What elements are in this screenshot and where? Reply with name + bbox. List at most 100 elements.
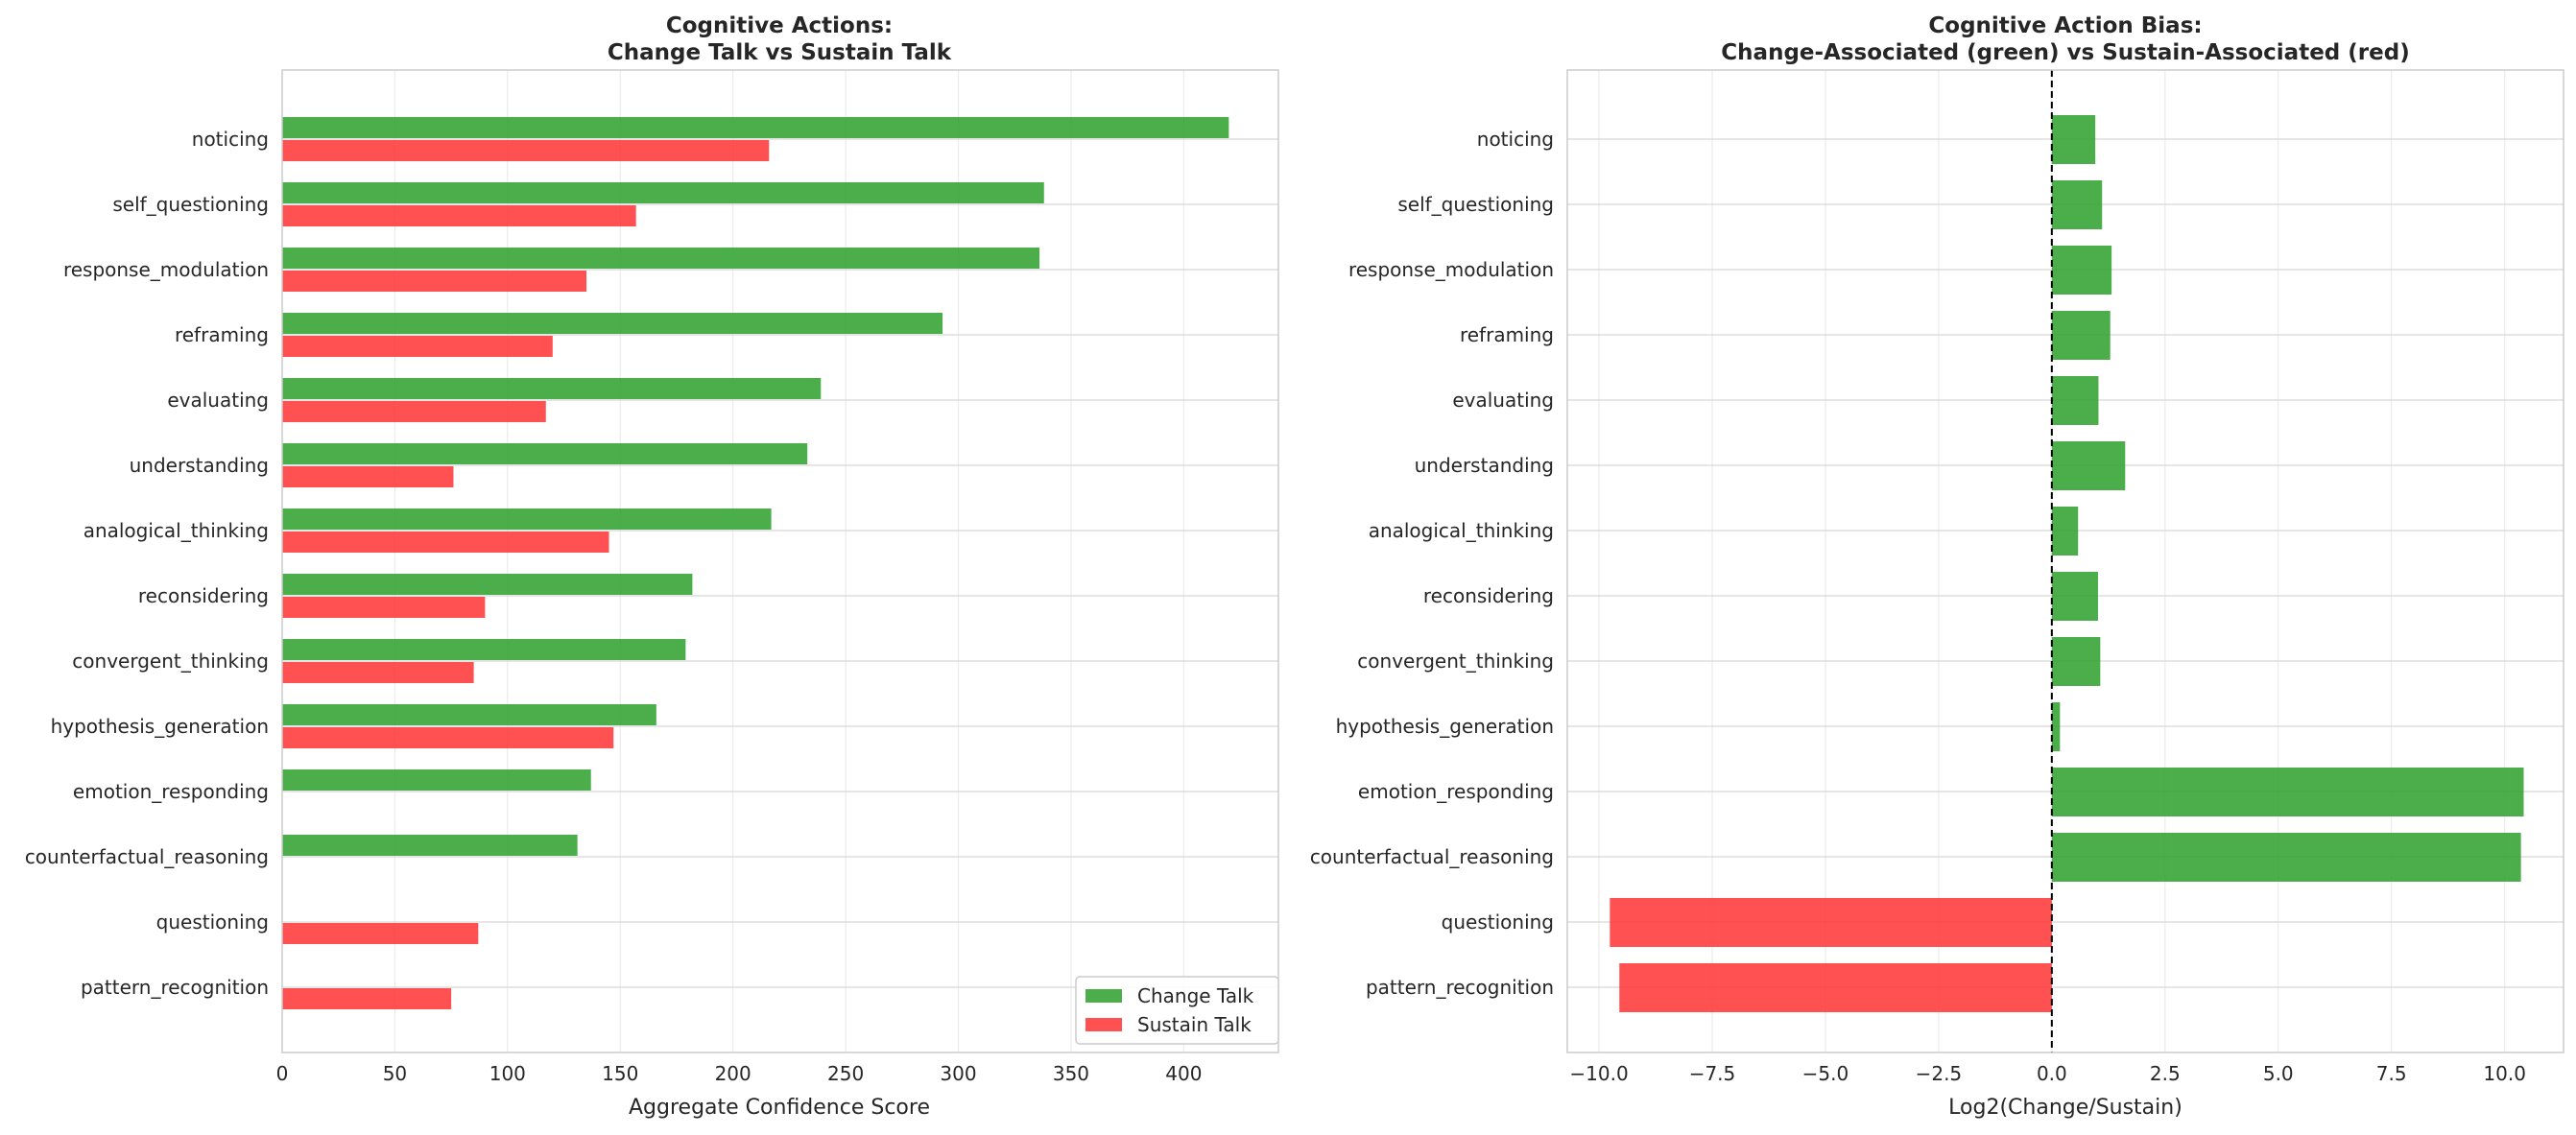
bias-bar-analogical-thinking [2051,507,2079,556]
y-tick-label-self-questioning: self_questioning [112,193,269,216]
y-tick-label-analogical-thinking: analogical_thinking [83,519,269,542]
y-tick-label-response-modulation: response_modulation [1348,258,1554,281]
bar-sustain-talk-convergent-thinking [282,662,474,683]
x-tick-label: 150 [602,1062,638,1085]
bar-change-talk-convergent-thinking [282,639,686,660]
bias-bar-convergent-thinking [2051,637,2101,686]
left-chart-panel: Cognitive Actions: Change Talk vs Sustai… [25,13,1279,1120]
bar-change-talk-emotion-responding [282,769,591,791]
y-tick-label-understanding: understanding [1415,454,1554,477]
bar-sustain-talk-evaluating [282,401,546,422]
bar-sustain-talk-analogical-thinking [282,532,609,553]
x-tick-label: 5.0 [2263,1062,2294,1085]
x-tick-label: 2.5 [2150,1062,2181,1085]
y-tick-label-convergent-thinking: convergent_thinking [1357,650,1554,673]
bias-bar-evaluating [2051,376,2099,425]
y-tick-label-counterfactual-reasoning: counterfactual_reasoning [1310,845,1554,868]
bar-change-talk-noticing [282,117,1229,138]
legend-frame [1075,976,1279,1045]
x-tick-label: 0.0 [2037,1062,2067,1085]
x-tick-label: 50 [383,1062,407,1085]
bias-bar-understanding [2051,441,2126,490]
y-tick-label-reframing: reframing [1460,323,1554,346]
left-chart-x-axis-label: Aggregate Confidence Score [629,1096,930,1120]
left-chart-title-line-2: Change Talk vs Sustain Talk [608,40,952,65]
right-chart-plot-area: −10.0 −7.5 −5.0 −2.5 0.0 2.5 5.0 7.5 10.0 noticin… [1310,69,2564,1085]
plot-frame [281,69,1279,1053]
bar-change-talk-evaluating [282,378,822,399]
bar-change-talk-hypothesis-generation [282,704,656,725]
bar-change-talk-understanding [282,443,808,464]
bar-sustain-talk-reconsidering [282,597,486,618]
bias-bar-questioning [1610,898,2052,947]
y-tick-label-evaluating: evaluating [1452,389,1554,412]
bias-bar-self-questioning [2051,180,2103,229]
x-tick-label: 300 [940,1062,976,1085]
bar-change-talk-counterfactual-reasoning [282,835,578,856]
y-tick-label-evaluating: evaluating [167,389,269,412]
bar-change-talk-self-questioning [282,182,1044,203]
y-tick-label-hypothesis-generation: hypothesis_generation [51,715,269,738]
x-tick-label: 0 [276,1062,289,1085]
y-tick-label-questioning: questioning [1442,910,1554,934]
y-tick-label-pattern-recognition: pattern_recognition [1366,976,1554,999]
bar-change-talk-response-modulation [282,248,1040,269]
right-chart-title-line-2: Change-Associated (green) vs Sustain-Ass… [1721,40,2409,65]
right-chart-title-line-1: Cognitive Action Bias: [1928,13,2202,38]
y-tick-label-reconsidering: reconsidering [138,584,269,607]
y-tick-label-analogical-thinking: analogical_thinking [1369,519,1554,542]
legend-label-change-talk: Change Talk [1137,984,1254,1007]
y-tick-label-reframing: reframing [175,323,269,346]
x-tick-label: −7.5 [1689,1062,1736,1085]
bar-change-talk-reconsidering [282,574,693,595]
y-tick-label-noticing: noticing [1477,128,1554,151]
bar-sustain-talk-noticing [282,140,770,161]
y-tick-label-counterfactual-reasoning: counterfactual_reasoning [25,845,269,868]
bar-change-talk-reframing [282,313,943,334]
y-tick-label-noticing: noticing [192,128,269,151]
bias-bar-counterfactual-reasoning [2051,833,2521,882]
y-tick-label-understanding: understanding [130,454,269,477]
bar-sustain-talk-hypothesis-generation [282,727,614,748]
legend-label-sustain-talk: Sustain Talk [1137,1013,1252,1036]
bias-bar-noticing [2051,115,2096,164]
bias-bar-pattern-recognition [1619,963,2052,1012]
x-tick-label: −5.0 [1802,1062,1849,1085]
y-tick-label-hypothesis-generation: hypothesis_generation [1336,715,1554,738]
bar-sustain-talk-self-questioning [282,205,636,226]
x-tick-label: 100 [489,1062,526,1085]
chart-legend: Change Talk Sustain Talk [1075,976,1279,1045]
bar-sustain-talk-questioning [282,923,479,944]
y-tick-label-questioning: questioning [156,910,269,934]
legend-swatch-sustain-talk [1085,1018,1122,1031]
bias-bar-reframing [2051,311,2111,360]
bias-bar-reconsidering [2051,572,2098,621]
bar-sustain-talk-understanding [282,466,454,487]
left-chart-plot-area: 0 50 100 150 200 250 300 350 400 noticing self_que… [25,69,1279,1085]
right-chart-x-axis-label: Log2(Change/Sustain) [1948,1096,2182,1120]
x-tick-label: 350 [1053,1062,1089,1085]
x-tick-label: 400 [1165,1062,1202,1085]
bias-bar-response-modulation [2051,246,2112,295]
y-tick-label-convergent-thinking: convergent_thinking [72,650,269,673]
bar-sustain-talk-reframing [282,336,553,357]
x-tick-label: −10.0 [1569,1062,1628,1085]
plot-frame [1566,69,2564,1053]
right-chart-panel: Cognitive Action Bias: Change-Associated… [1310,13,2564,1120]
x-tick-label: 7.5 [2376,1062,2407,1085]
y-tick-label-self-questioning: self_questioning [1397,193,1554,216]
y-tick-label-response-modulation: response_modulation [63,258,269,281]
y-tick-label-reconsidering: reconsidering [1423,584,1554,607]
bar-sustain-talk-pattern-recognition [282,988,452,1009]
x-tick-label: −2.5 [1916,1062,1963,1085]
left-chart-title-line-1: Cognitive Actions: [666,13,893,38]
x-tick-label: 200 [715,1062,751,1085]
legend-swatch-change-talk [1085,989,1122,1003]
y-tick-label-emotion-responding: emotion_responding [1358,780,1554,803]
bar-change-talk-analogical-thinking [282,508,772,530]
y-tick-label-pattern-recognition: pattern_recognition [81,976,269,999]
bias-bar-emotion-responding [2051,768,2524,816]
x-tick-label: 250 [827,1062,864,1085]
